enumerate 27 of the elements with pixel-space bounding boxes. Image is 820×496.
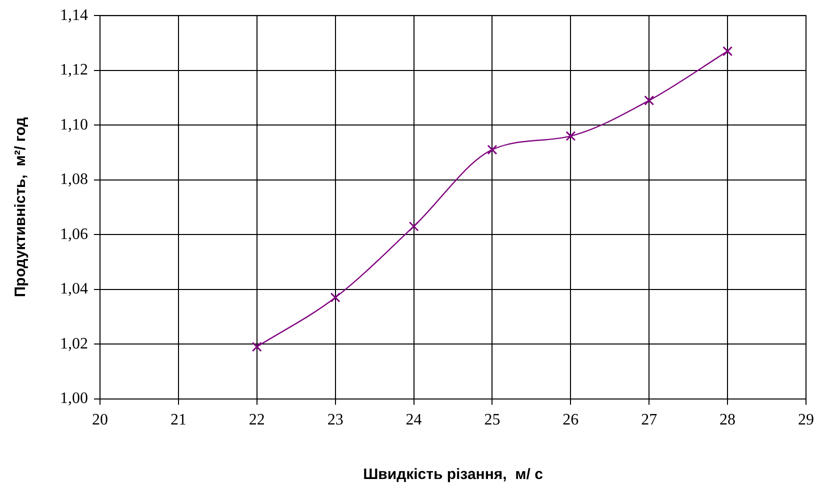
point xyxy=(487,144,498,155)
x-tick-label: 20 xyxy=(92,412,108,429)
x-axis-title: Швидкість різання, м/ с xyxy=(363,466,543,484)
x-tick-label: 27 xyxy=(641,412,658,429)
y-tick-label: 1,14 xyxy=(60,6,88,24)
y-tick-label: 1,00 xyxy=(60,390,88,408)
y-tick-label: 1,12 xyxy=(60,62,88,79)
x-tick-label: 21 xyxy=(170,412,186,429)
point xyxy=(566,131,576,142)
y-tick-label: 1,02 xyxy=(60,335,88,352)
x-tick-label: 25 xyxy=(484,412,500,429)
y-tick-label: 1,10 xyxy=(60,116,88,134)
x-tick-label: 23 xyxy=(327,412,344,429)
x-tick-label: 28 xyxy=(720,412,736,429)
point xyxy=(644,95,654,106)
x-tick-label: 29 xyxy=(798,412,814,429)
y-tick-label: 1,08 xyxy=(60,171,88,188)
y-tick-label: 1,04 xyxy=(60,280,88,298)
point xyxy=(722,46,733,56)
y-tick-label: 1,06 xyxy=(60,226,88,243)
y-axis-title: Продуктивність, м²/ год xyxy=(12,116,30,298)
point xyxy=(408,221,419,232)
x-tick-label: 26 xyxy=(562,412,579,429)
x-tick-label: 22 xyxy=(248,412,265,429)
point xyxy=(330,292,340,303)
point xyxy=(252,342,262,352)
x-tick-label: 24 xyxy=(406,412,422,429)
